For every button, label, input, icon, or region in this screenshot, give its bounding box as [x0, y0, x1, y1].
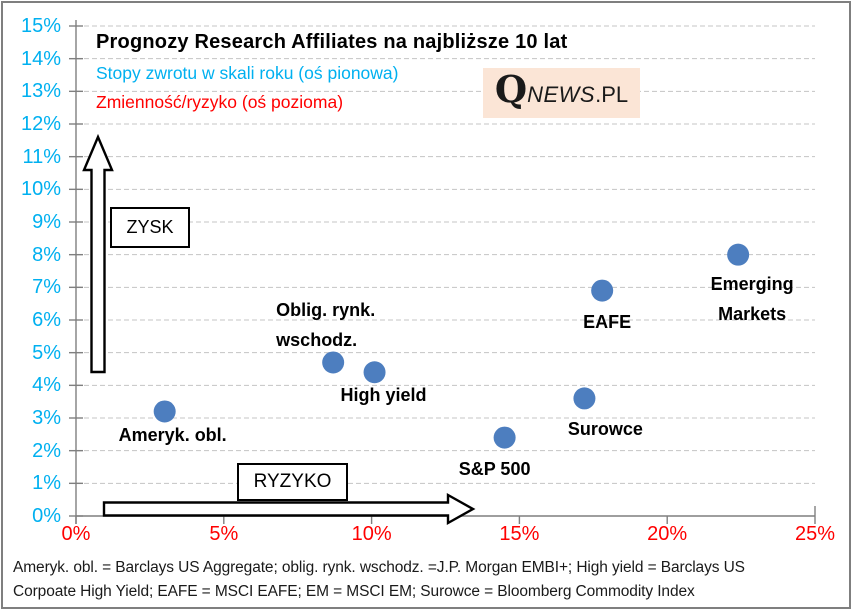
x-tick-label: 5% [209, 523, 239, 545]
footnote-line-1: Ameryk. obl. = Barclays US Aggregate; ob… [13, 559, 745, 576]
y-tick-label: 9% [32, 211, 61, 233]
data-point [727, 243, 750, 266]
right-arrow-ryzyko [102, 492, 476, 526]
ryzyko-label: RYZYKO [253, 471, 332, 492]
data-point [322, 351, 345, 374]
point-label: Oblig. rynk. wschodz. [276, 300, 376, 351]
y-tick-label: 13% [20, 80, 61, 103]
ryzyko-annotation-box: RYZYKO [237, 463, 348, 501]
y-tick-label: 15% [20, 15, 61, 37]
y-tick-label: 1% [32, 472, 61, 495]
subtitle-returns-axis: Stopy zwrotu w skali roku (oś pionowa) [96, 63, 399, 83]
point-label: Surowce [567, 419, 643, 440]
x-tick-label: 25% [794, 523, 836, 545]
footnote-line-2: Corpoate High Yield; EAFE = MSCI EAFE; E… [13, 582, 695, 600]
data-point [493, 426, 516, 449]
zysk-annotation-box: ZYSK [110, 207, 190, 248]
subtitle-risk-axis: Zmienność/ryzyko (oś pozioma) [96, 92, 344, 112]
x-tick-label: 20% [647, 523, 688, 545]
data-point [591, 279, 614, 302]
logo-news-text: NEWS [527, 81, 596, 107]
data-point [153, 400, 176, 423]
point-label: EAFE [583, 311, 632, 332]
zysk-label: ZYSK [126, 217, 174, 237]
y-tick-label: 4% [32, 374, 61, 397]
x-tick-label: 0% [61, 523, 91, 545]
y-tick-label: 11% [22, 145, 61, 168]
point-label: Ameryk. obl. [118, 425, 227, 446]
x-tick-label: 10% [351, 523, 392, 545]
x-tick-label: 15% [499, 523, 540, 545]
y-tick-label: 5% [32, 341, 61, 364]
y-tick-label: 10% [20, 178, 61, 201]
logo-pl-suffix: .PL [595, 81, 629, 107]
qnews-logo: QNEWS.PL [483, 67, 640, 118]
data-point [573, 387, 596, 410]
x-axis-tick-labels: 0% 5% 10% 15% 20% 25% [0, 523, 859, 549]
chart-title: Prognozy Research Affiliates na najbliżs… [96, 31, 568, 53]
y-tick-label: 14% [20, 47, 61, 70]
y-tick-label: 3% [32, 407, 61, 429]
point-label: S&P 500 [458, 458, 531, 479]
y-tick-label: 7% [32, 276, 61, 299]
up-arrow-zysk [82, 133, 114, 374]
point-label: Emerging Markets [710, 273, 794, 324]
y-tick-label: 0% [32, 505, 61, 527]
data-point [363, 361, 386, 384]
y-tick-label: 12% [20, 113, 61, 135]
footnote: Ameryk. obl. = Barclays US Aggregate; ob… [13, 556, 847, 603]
qnews-logo-text: QNEWS.PL [495, 64, 628, 123]
point-label: High yield [340, 385, 427, 406]
y-tick-label: 2% [32, 439, 61, 462]
y-tick-label: 8% [32, 243, 61, 266]
y-tick-label: 6% [32, 309, 61, 331]
logo-letter-q: Q [494, 66, 528, 111]
